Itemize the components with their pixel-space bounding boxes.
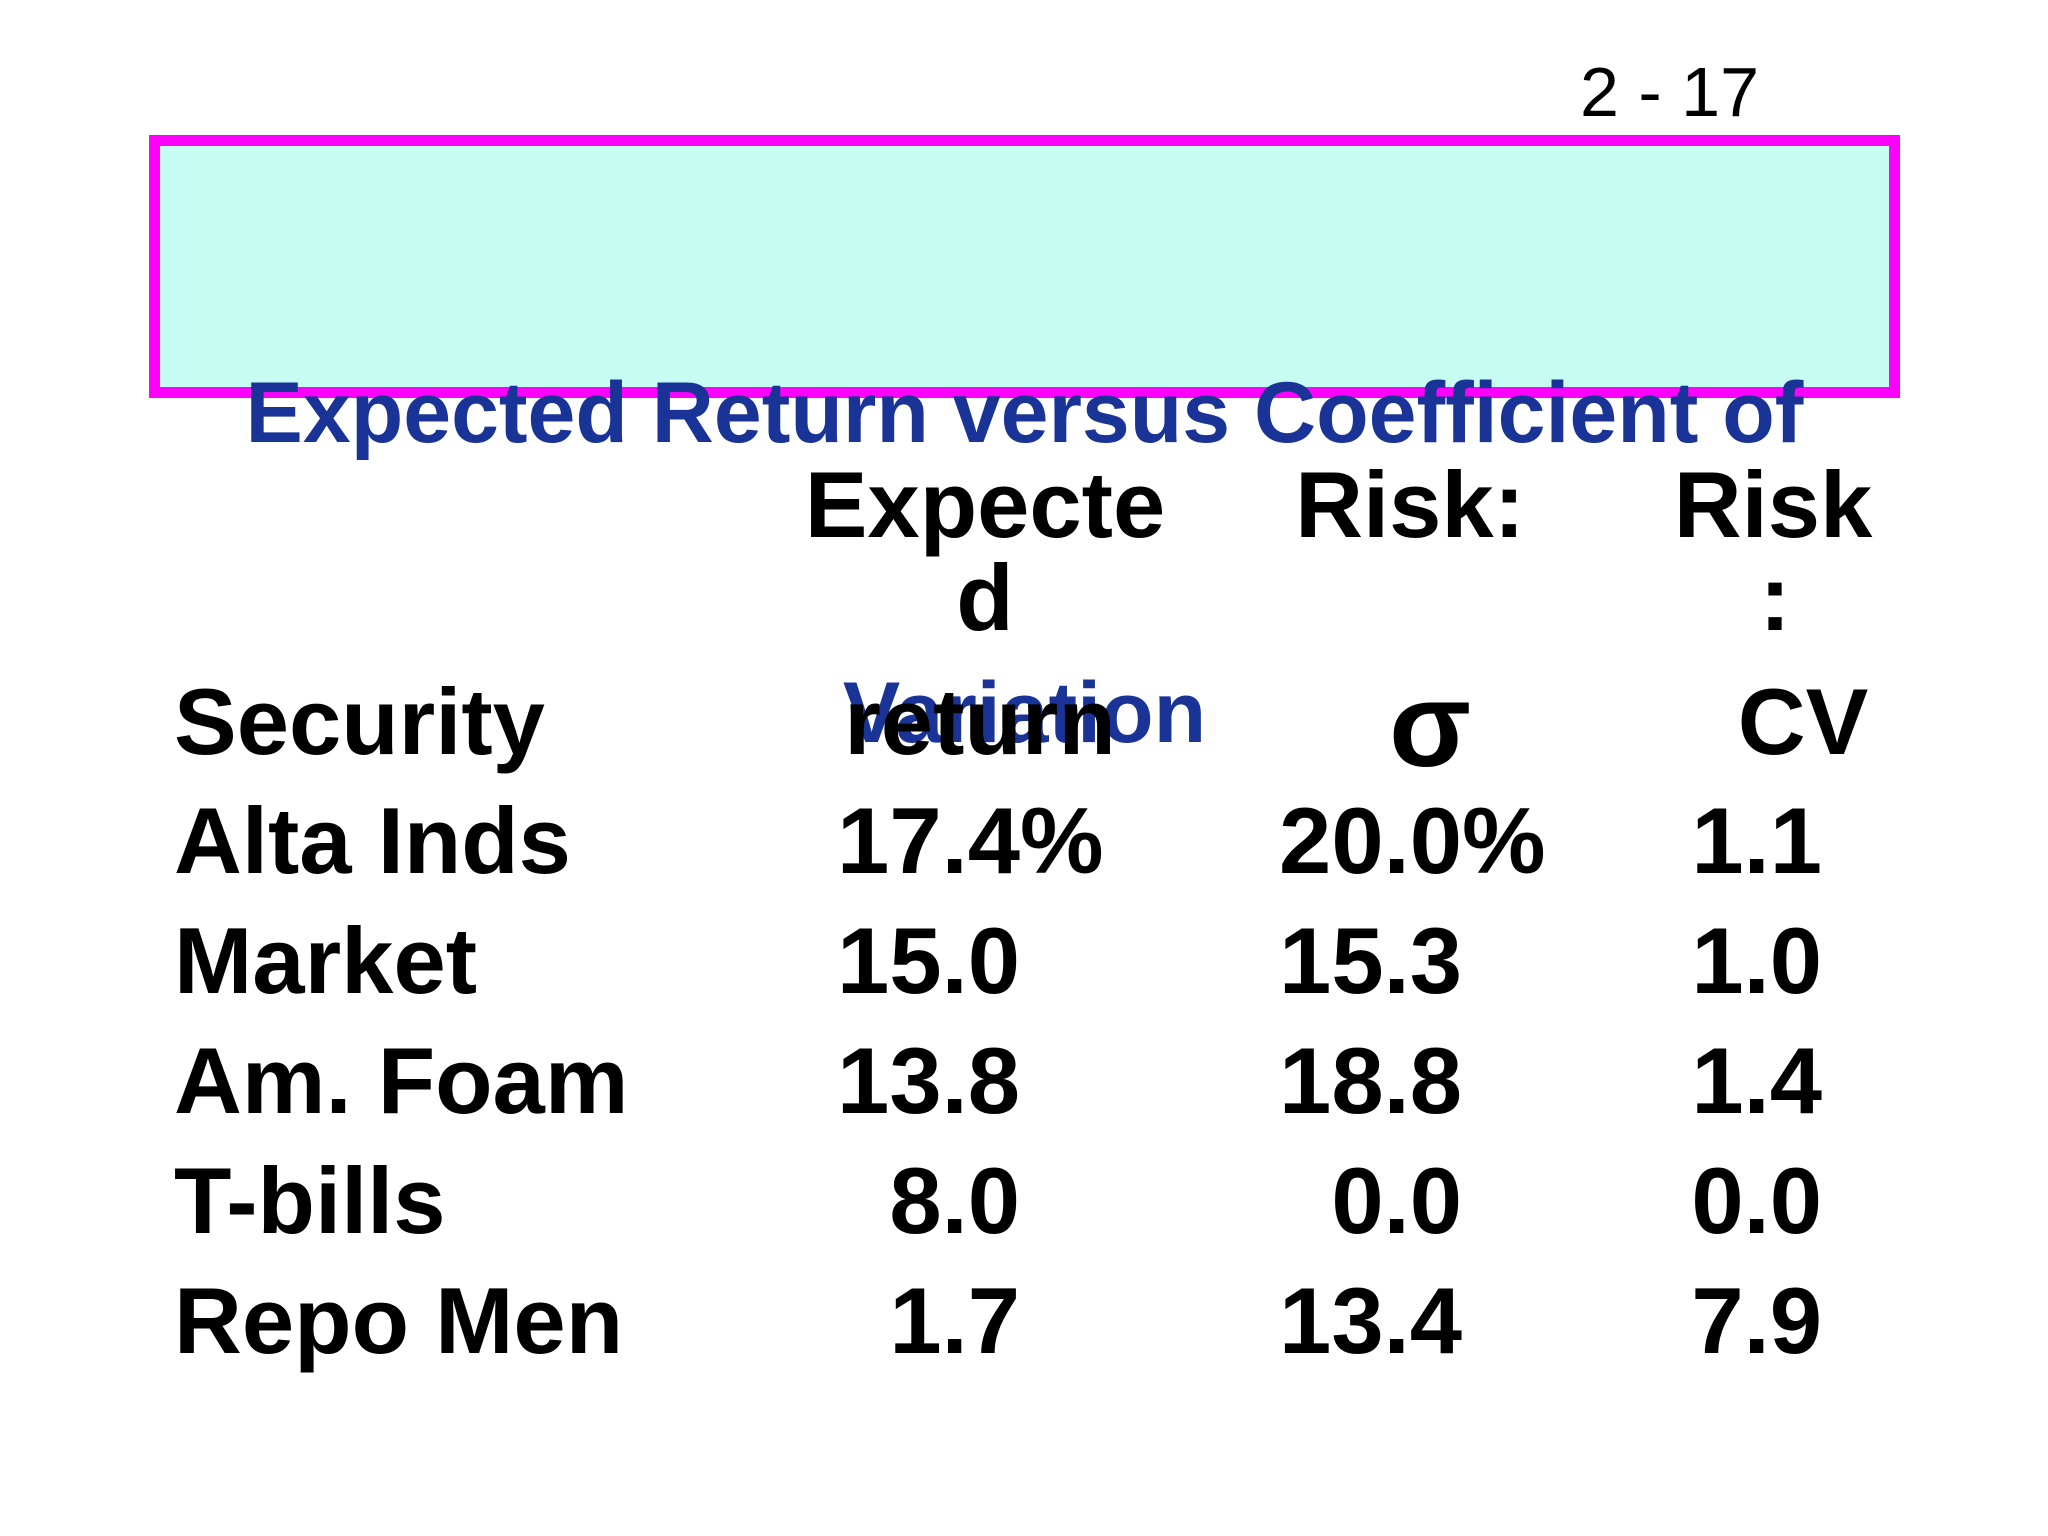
value: 15.3 bbox=[1279, 908, 1462, 1013]
cell-alta-cv: 1.1 bbox=[1691, 788, 1822, 893]
cell-repo-expected-return: 1.7 bbox=[620, 1274, 1020, 1368]
cell-repo-sigma: 13.4 bbox=[1062, 1274, 1462, 1368]
row-name-repo-men: Repo Men bbox=[174, 1268, 624, 1373]
value: 13.8 bbox=[837, 1028, 1020, 1133]
cell-tbills-expected-return: 8.0 bbox=[620, 1154, 1020, 1248]
cell-amfoam-expected-return: 13.8 bbox=[620, 1034, 1020, 1128]
cell-tbills-sigma: 0.0 bbox=[1062, 1154, 1462, 1248]
value: 15.0 bbox=[837, 908, 1020, 1013]
row-name-alta-inds: Alta Inds bbox=[174, 788, 571, 893]
header-return: return bbox=[844, 669, 1116, 774]
cell-market-expected-return: 15.0 bbox=[620, 914, 1020, 1008]
page-number: 2 - 17 bbox=[1580, 53, 1759, 131]
cell-alta-sigma: 20.0% bbox=[1279, 788, 1546, 893]
title-line-1: Expected Return versus Coefficient of bbox=[245, 365, 1804, 461]
header-security: Security bbox=[174, 669, 545, 774]
value: 1.7 bbox=[889, 1268, 1020, 1373]
cell-market-sigma: 15.3 bbox=[1062, 914, 1462, 1008]
value: 0.0 bbox=[1331, 1148, 1462, 1253]
header-risk-cv-line1: Risk bbox=[1673, 452, 1873, 557]
page-title: Expected Return versus Coefficient of Va… bbox=[160, 163, 1889, 963]
value: 17.4 bbox=[837, 788, 1020, 893]
value: 20.0 bbox=[1279, 788, 1462, 893]
sigma-symbol: σ bbox=[1388, 658, 1472, 792]
value: 8.0 bbox=[889, 1148, 1020, 1253]
cell-amfoam-sigma: 18.8 bbox=[1062, 1034, 1462, 1128]
cell-alta-expected-return: 17.4% bbox=[837, 788, 1104, 893]
cell-amfoam-cv: 1.4 bbox=[1691, 1028, 1822, 1133]
value: 13.4 bbox=[1279, 1268, 1462, 1373]
row-name-t-bills: T-bills bbox=[174, 1148, 446, 1253]
cell-tbills-cv: 0.0 bbox=[1691, 1148, 1822, 1253]
header-risk-sigma: Risk: bbox=[1295, 452, 1525, 557]
value: 18.8 bbox=[1279, 1028, 1462, 1133]
row-name-am-foam: Am. Foam bbox=[174, 1028, 629, 1133]
header-cv: CV bbox=[1737, 669, 1869, 774]
header-expected-line2: d bbox=[956, 545, 1014, 650]
cell-market-cv: 1.0 bbox=[1691, 908, 1822, 1013]
header-risk-cv-line2: : bbox=[1759, 545, 1791, 650]
cell-repo-cv: 7.9 bbox=[1691, 1268, 1822, 1373]
title-line-2: Variation bbox=[842, 665, 1207, 761]
header-expected-line1: Expecte bbox=[804, 452, 1166, 557]
title-box: Expected Return versus Coefficient of Va… bbox=[149, 135, 1900, 761]
row-name-market: Market bbox=[174, 908, 478, 1013]
